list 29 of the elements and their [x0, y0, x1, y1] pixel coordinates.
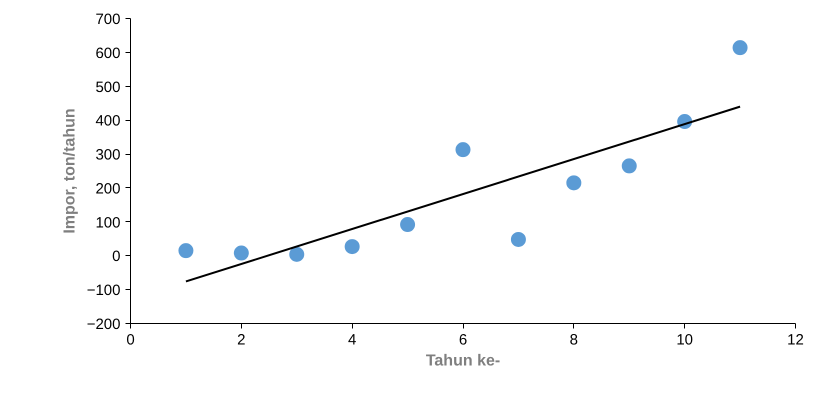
- y-tick-label: 600: [95, 44, 121, 62]
- x-tick-label: 8: [570, 332, 578, 348]
- y-tick-label: 100: [95, 214, 121, 232]
- x-tick-label: 0: [126, 332, 135, 348]
- x-tick-label: 6: [458, 332, 468, 348]
- y-tick-label: 500: [95, 78, 121, 96]
- point: [732, 40, 748, 56]
- y-tick-label: 400: [95, 112, 121, 130]
- point: [566, 175, 582, 190]
- x-tick-label: 2: [237, 332, 246, 348]
- y-tick-label: 200: [95, 180, 121, 198]
- y-tick-label: 0: [112, 248, 120, 266]
- point: [178, 243, 194, 258]
- y-tick-label: 700: [95, 11, 121, 28]
- x-axis-title: Tahun ke-: [426, 352, 500, 370]
- y-tick-label: −200: [86, 316, 121, 333]
- x-tick-label: 10: [676, 332, 694, 348]
- point: [344, 239, 360, 254]
- x-tick-label: 4: [348, 332, 356, 348]
- y-axis-title: Impor, ton/tahun: [62, 108, 79, 234]
- point: [622, 158, 637, 174]
- x-tick-label: 12: [787, 332, 804, 348]
- point: [289, 246, 304, 262]
- point: [510, 232, 526, 247]
- y-tick-label: −100: [86, 282, 121, 300]
- point: [234, 246, 249, 260]
- point: [456, 142, 470, 158]
- y-tick-label: 300: [95, 146, 121, 164]
- point: [400, 217, 416, 232]
